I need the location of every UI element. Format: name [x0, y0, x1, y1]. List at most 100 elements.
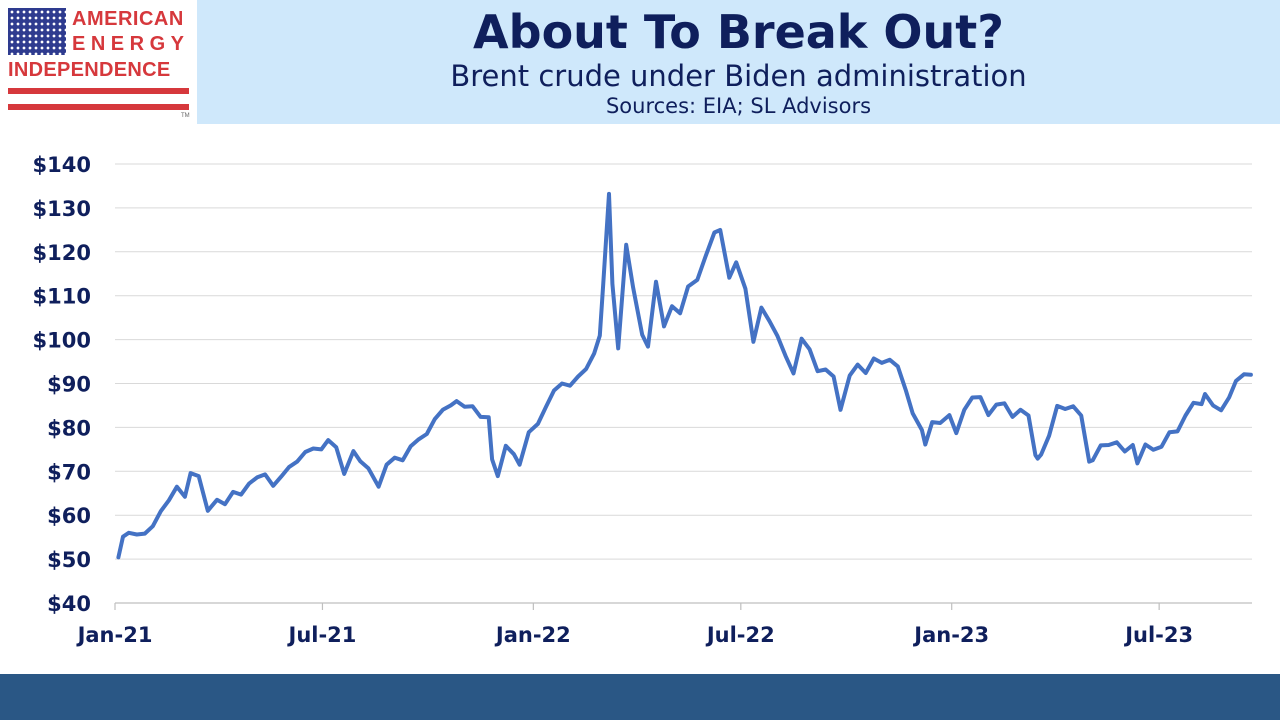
data-point: [295, 460, 299, 464]
us-flag-stars-icon: [8, 8, 66, 55]
data-point: [646, 345, 650, 349]
data-point: [311, 446, 315, 451]
data-point: [279, 475, 283, 479]
y-tick-label: $110: [33, 285, 91, 309]
gridlines: [115, 163, 1252, 560]
logo-line-3: INDEPENDENCE: [8, 59, 171, 81]
data-point: [121, 535, 125, 539]
data-point: [1115, 440, 1119, 444]
y-tick-label: $80: [47, 416, 91, 440]
data-point: [167, 498, 171, 502]
data-point: [1033, 453, 1037, 457]
logo-line-2: ENERGY: [72, 33, 190, 55]
data-point: [978, 395, 983, 399]
logo-stripe: [8, 88, 189, 94]
data-point: [536, 422, 540, 426]
y-tick-label: $90: [47, 373, 91, 397]
data-point: [598, 334, 602, 338]
data-point: [127, 531, 131, 535]
data-point: [206, 509, 210, 513]
data-point: [1227, 395, 1231, 400]
data-point: [610, 282, 615, 286]
data-point: [703, 255, 707, 259]
data-point: [552, 388, 556, 393]
data-point: [986, 413, 991, 417]
data-point: [686, 284, 690, 289]
data-point: [695, 278, 699, 282]
data-point: [962, 408, 966, 412]
data-point: [463, 405, 467, 409]
data-point: [1191, 401, 1196, 405]
data-point: [816, 369, 820, 373]
data-point: [864, 371, 868, 375]
data-point: [409, 444, 413, 448]
data-point: [1010, 415, 1015, 419]
data-point: [334, 445, 338, 449]
data-point: [1131, 443, 1135, 447]
data-point: [1091, 458, 1095, 462]
chart-source: Sources: EIA; SL Advisors: [605, 94, 872, 118]
data-point: [1151, 448, 1155, 452]
logo-stripe: [8, 104, 189, 110]
data-point: [880, 361, 884, 365]
data-point: [231, 490, 235, 494]
data-point: [1099, 443, 1103, 447]
data-point: [1002, 401, 1007, 405]
data-point: [930, 420, 934, 424]
data-point: [393, 456, 397, 460]
data-point: [1135, 461, 1139, 465]
data-point: [1071, 404, 1075, 408]
data-point: [872, 356, 876, 361]
data-point: [576, 374, 580, 379]
data-point: [654, 280, 658, 284]
data-point: [911, 411, 915, 415]
y-tick-label: $130: [33, 197, 91, 221]
data-point: [479, 415, 483, 419]
data-point: [568, 384, 572, 388]
data-point: [923, 442, 927, 447]
data-point: [1211, 403, 1215, 407]
data-point: [175, 485, 179, 489]
data-point: [417, 437, 421, 441]
y-tick-label: $120: [33, 241, 91, 265]
data-point: [377, 485, 381, 489]
data-point: [920, 428, 924, 432]
data-point: [743, 287, 748, 291]
data-point: [385, 463, 389, 467]
data-point: [670, 304, 674, 308]
data-point: [263, 472, 267, 476]
data-point: [223, 502, 227, 506]
data-point: [1123, 449, 1127, 454]
data-point: [487, 415, 491, 419]
data-point: [888, 358, 892, 362]
data-point: [791, 371, 796, 375]
axes: [114, 602, 1252, 610]
data-point: [1183, 413, 1188, 418]
data-point: [624, 243, 628, 247]
x-tick-labels: Jan-21 Jul-21 Jan-22 Jul-22 Jan-23 Jul-23: [76, 623, 1194, 647]
data-point: [449, 403, 453, 407]
x-tick-label: Jul-22: [705, 623, 775, 647]
data-point: [135, 532, 139, 537]
data-point: [490, 457, 494, 461]
data-point: [1018, 408, 1023, 412]
chart-title: About To Break Out?: [473, 5, 1004, 59]
data-point: [1159, 445, 1164, 449]
data-point: [775, 334, 780, 338]
data-point: [441, 408, 445, 412]
y-tick-label: $50: [47, 548, 91, 572]
data-point: [1234, 379, 1238, 383]
data-point: [544, 405, 548, 409]
data-point: [767, 319, 772, 323]
header-band: [197, 0, 1280, 124]
data-point: [143, 532, 147, 536]
data-point: [183, 495, 187, 499]
data-point: [848, 374, 852, 378]
data-point: [358, 459, 362, 463]
data-point: [319, 447, 323, 451]
data-point: [896, 364, 900, 368]
series-layer: [116, 191, 1253, 560]
y-tick-label: $140: [33, 153, 91, 177]
data-point: [601, 281, 605, 285]
data-point: [1047, 434, 1051, 438]
